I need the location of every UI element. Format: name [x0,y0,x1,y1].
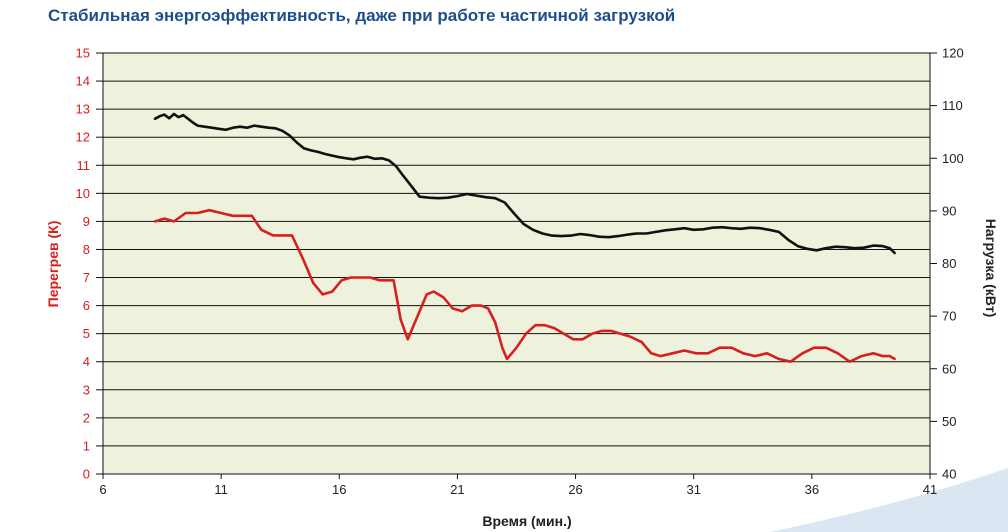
x-axis-title: Время (мин.) [482,513,571,529]
left-tick-label: 11 [77,158,91,173]
right-axis-title: Нагрузка (кВт) [983,219,999,317]
left-tick-label: 0 [83,467,90,482]
corner-decoration [770,468,1008,532]
chart-title: Стабильная энергоэффективность, даже при… [48,6,676,25]
series-layer [153,112,896,364]
load-series-line [153,112,896,255]
left-tick-label: 9 [83,214,90,229]
left-tick-label: 8 [83,242,90,257]
plot-area [103,53,930,474]
left-tick-label: 15 [76,46,90,61]
left-tick-label: 1 [83,438,90,453]
left-tick-label: 10 [76,186,90,201]
left-tick-label: 13 [76,102,90,117]
x-tick-label: 36 [805,482,819,497]
left-axis-title: Перегрев (К) [45,221,61,308]
left-tick-label: 12 [76,130,90,145]
left-tick-label: 6 [83,298,90,313]
x-tick-label: 21 [450,482,464,497]
right-tick-label: 120 [942,46,964,61]
x-tick-label: 11 [214,482,228,497]
left-tick-label: 5 [83,326,90,341]
x-tick-label: 6 [99,482,106,497]
x-axis: 6 11 16 21 26 31 36 41 [96,473,937,497]
x-tick-label: 16 [332,482,346,497]
x-tick-label: 26 [568,482,582,497]
right-tick-label: 90 [942,203,956,218]
grid-lines [102,52,931,475]
left-tick-label: 7 [83,270,90,285]
right-tick-label: 80 [942,256,956,271]
right-tick-label: 100 [942,151,964,166]
left-tick-label: 4 [83,354,90,369]
left-tick-label: 14 [76,74,90,89]
right-axis: 40 50 60 70 80 90 100 110 120 [930,46,964,482]
right-tick-label: 60 [942,361,956,376]
left-tick-label: 2 [83,410,90,425]
superheat-series-line [153,208,896,364]
left-tick-label: 3 [83,382,90,397]
right-tick-label: 70 [942,309,956,324]
x-tick-label: 41 [923,482,937,497]
right-tick-label: 40 [942,467,956,482]
right-tick-label: 110 [942,98,963,113]
right-tick-label: 50 [942,414,956,429]
x-tick-label: 31 [686,482,700,497]
